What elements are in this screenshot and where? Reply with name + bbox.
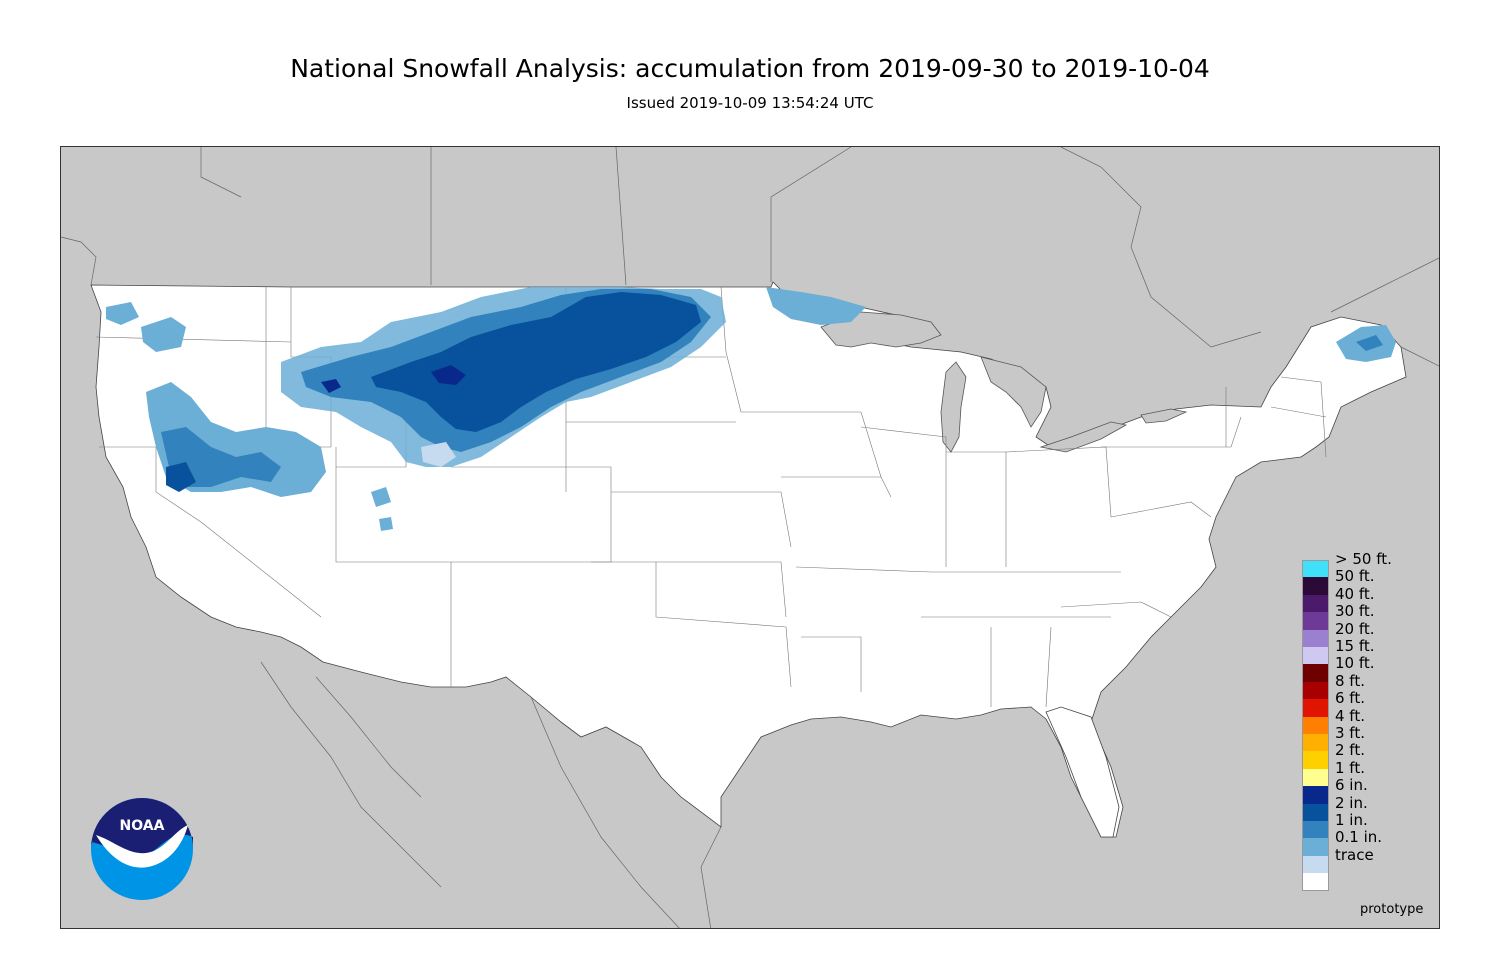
snow-cascades: [141, 317, 186, 352]
legend-swatch: [1302, 716, 1329, 735]
legend-label: 6 ft.: [1335, 689, 1365, 708]
legend-swatch: [1302, 873, 1329, 892]
noaa-logo-icon: NOAA: [91, 798, 193, 900]
legend-label: > 50 ft.: [1335, 550, 1392, 568]
lake-huron: [980, 356, 1047, 428]
legend-swatch: [1302, 803, 1329, 822]
legend-swatch: [1302, 664, 1329, 683]
snow-maine-core: [1356, 335, 1383, 351]
snow-rockies-darkest: [431, 365, 466, 385]
snowfall-overlay: [106, 287, 1396, 531]
snow-wyoming-south: [421, 442, 456, 467]
legend-label: 0.1 in.: [1335, 828, 1383, 847]
legend-swatch: [1302, 821, 1329, 839]
legend-label: 50 ft.: [1335, 567, 1375, 586]
snow-northern-rockies-core: [371, 292, 701, 432]
legend-label: 30 ft.: [1335, 602, 1375, 621]
issued-timestamp: Issued 2019-10-09 13:54:24 UTC: [626, 94, 874, 112]
legend-label: 8 ft.: [1335, 671, 1365, 690]
legend-swatch: [1302, 786, 1329, 805]
legend-swatch: [1302, 855, 1329, 874]
map-title: National Snowfall Analysis: accumulation…: [290, 54, 1210, 83]
legend-label: 2 ft.: [1335, 741, 1365, 760]
coastline-mexico: [260, 661, 722, 928]
snow-north-dakota-border: [766, 287, 866, 325]
legend-swatch: [1302, 681, 1329, 700]
legend-label: 1 ft.: [1335, 758, 1365, 777]
legend-swatch: [1302, 734, 1329, 752]
legend-label: 3 ft.: [1335, 724, 1365, 742]
legend-label: 15 ft.: [1335, 637, 1375, 655]
legend-label: 1 in.: [1335, 811, 1368, 829]
snow-sierra-core: [166, 462, 196, 492]
prototype-label: prototype: [1360, 902, 1424, 917]
legend-label: 10 ft.: [1335, 654, 1375, 673]
noaa-logo: NOAA: [90, 797, 194, 905]
map-canvas: [61, 147, 1439, 928]
snow-utah-patch: [371, 487, 391, 507]
legend-swatch: [1302, 594, 1329, 613]
coastline-canada: [61, 147, 1439, 367]
legend-label: 4 ft.: [1335, 706, 1365, 725]
legend-swatch: [1302, 838, 1329, 857]
legend-swatch: [1302, 612, 1329, 631]
snow-idaho-darkest: [321, 379, 341, 393]
lake-erie: [1039, 421, 1128, 453]
lake-michigan: [940, 361, 967, 453]
legend-swatch: [1302, 768, 1329, 787]
snowfall-map: [60, 146, 1440, 929]
snow-utah-patch-2: [379, 517, 393, 531]
florida-peninsula: [1045, 706, 1120, 838]
lake-ontario: [1140, 408, 1188, 424]
legend-swatch: [1302, 647, 1329, 665]
legend-label: 2 in.: [1335, 793, 1368, 812]
legend-label: trace: [1335, 845, 1374, 864]
legend-label: 6 in.: [1335, 776, 1368, 795]
legend-swatch: [1302, 560, 1329, 578]
legend-swatch: [1302, 629, 1329, 648]
legend-swatch: [1302, 577, 1329, 596]
legend-swatch: [1302, 751, 1329, 770]
legend-color-bar: [1302, 560, 1329, 891]
snow-wa-coast: [106, 302, 139, 325]
legend-label: 40 ft.: [1335, 584, 1375, 603]
noaa-logo-text: NOAA: [120, 818, 165, 834]
legend-swatch: [1302, 699, 1329, 718]
legend-label: 20 ft.: [1335, 619, 1375, 638]
